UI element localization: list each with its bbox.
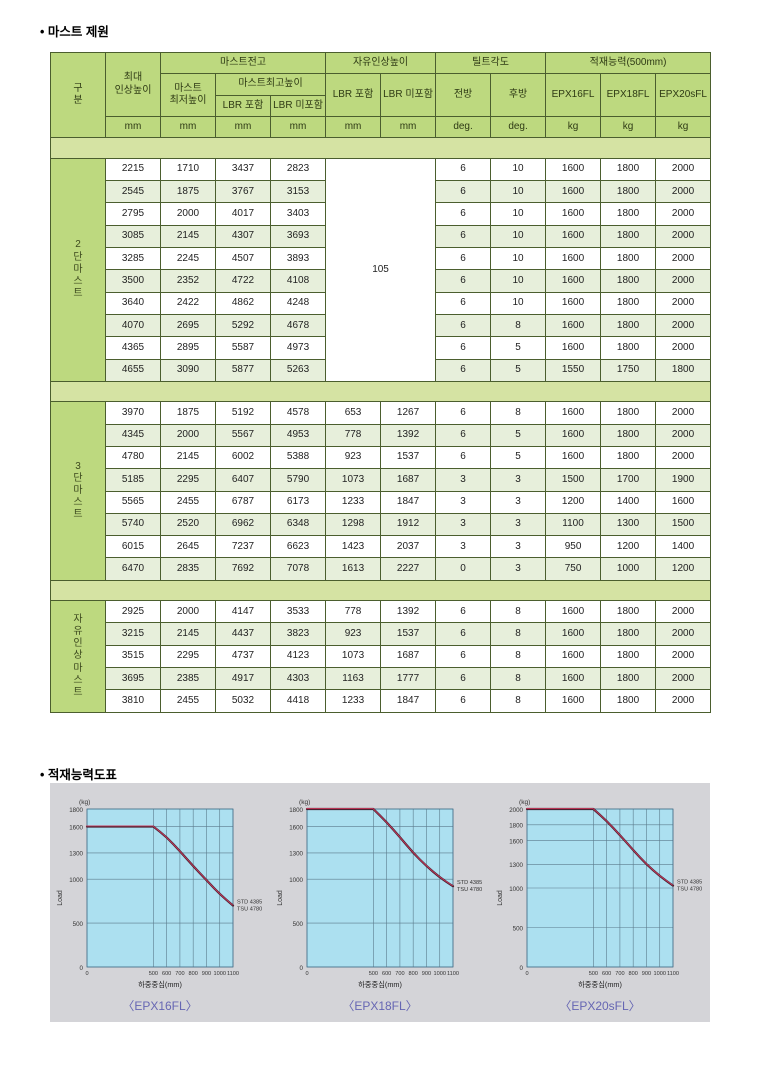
svg-text:500: 500 bbox=[369, 971, 378, 977]
svg-text:1300: 1300 bbox=[69, 851, 83, 858]
svg-text:하중중심(mm): 하중중심(mm) bbox=[358, 980, 402, 989]
svg-text:700: 700 bbox=[615, 971, 624, 977]
svg-text:500: 500 bbox=[149, 971, 158, 977]
svg-text:Load: Load bbox=[277, 890, 284, 906]
svg-text:1100: 1100 bbox=[227, 971, 239, 977]
svg-text:700: 700 bbox=[395, 971, 404, 977]
svg-text:STD 4385: STD 4385 bbox=[457, 880, 482, 886]
svg-text:(kg): (kg) bbox=[79, 799, 90, 806]
svg-text:(kg): (kg) bbox=[299, 799, 310, 806]
svg-text:900: 900 bbox=[422, 971, 431, 977]
svg-text:500: 500 bbox=[589, 971, 598, 977]
svg-text:0: 0 bbox=[85, 971, 88, 977]
svg-text:STD 4385: STD 4385 bbox=[677, 880, 702, 886]
svg-text:STD 4385: STD 4385 bbox=[237, 900, 262, 906]
svg-text:800: 800 bbox=[189, 971, 198, 977]
svg-text:0: 0 bbox=[520, 965, 524, 972]
svg-text:1000: 1000 bbox=[654, 971, 666, 977]
svg-text:600: 600 bbox=[602, 971, 611, 977]
svg-text:1600: 1600 bbox=[289, 824, 303, 831]
svg-text:0: 0 bbox=[305, 971, 308, 977]
svg-text:1600: 1600 bbox=[509, 838, 523, 845]
svg-text:900: 900 bbox=[642, 971, 651, 977]
svg-text:1300: 1300 bbox=[289, 851, 303, 858]
svg-text:1000: 1000 bbox=[214, 971, 226, 977]
svg-text:800: 800 bbox=[629, 971, 638, 977]
svg-text:1000: 1000 bbox=[509, 886, 523, 893]
svg-text:600: 600 bbox=[162, 971, 171, 977]
svg-text:0: 0 bbox=[300, 965, 304, 972]
svg-text:0: 0 bbox=[525, 971, 528, 977]
svg-text:0: 0 bbox=[80, 965, 84, 972]
svg-text:TSU 4780: TSU 4780 bbox=[457, 887, 482, 893]
svg-text:1100: 1100 bbox=[447, 971, 459, 977]
svg-text:500: 500 bbox=[73, 921, 84, 928]
svg-text:1000: 1000 bbox=[69, 877, 83, 884]
svg-text:TSU 4780: TSU 4780 bbox=[677, 887, 702, 893]
svg-text:700: 700 bbox=[175, 971, 184, 977]
svg-text:1100: 1100 bbox=[667, 971, 679, 977]
svg-text:600: 600 bbox=[382, 971, 391, 977]
svg-text:800: 800 bbox=[409, 971, 418, 977]
svg-text:2000: 2000 bbox=[509, 807, 523, 814]
svg-text:1800: 1800 bbox=[69, 807, 83, 814]
svg-text:1000: 1000 bbox=[289, 877, 303, 884]
svg-text:Load: Load bbox=[497, 890, 504, 906]
svg-text:1800: 1800 bbox=[509, 823, 523, 830]
svg-text:하중중심(mm): 하중중심(mm) bbox=[138, 980, 182, 989]
svg-text:하중중심(mm): 하중중심(mm) bbox=[578, 980, 622, 989]
svg-text:500: 500 bbox=[293, 921, 304, 928]
svg-text:Load: Load bbox=[57, 890, 64, 906]
svg-text:900: 900 bbox=[202, 971, 211, 977]
svg-text:TSU 4780: TSU 4780 bbox=[237, 907, 262, 913]
svg-text:1000: 1000 bbox=[434, 971, 446, 977]
svg-text:500: 500 bbox=[513, 925, 524, 932]
svg-text:1300: 1300 bbox=[509, 862, 523, 869]
svg-text:1800: 1800 bbox=[289, 807, 303, 814]
svg-text:(kg): (kg) bbox=[519, 799, 530, 806]
svg-text:1600: 1600 bbox=[69, 824, 83, 831]
